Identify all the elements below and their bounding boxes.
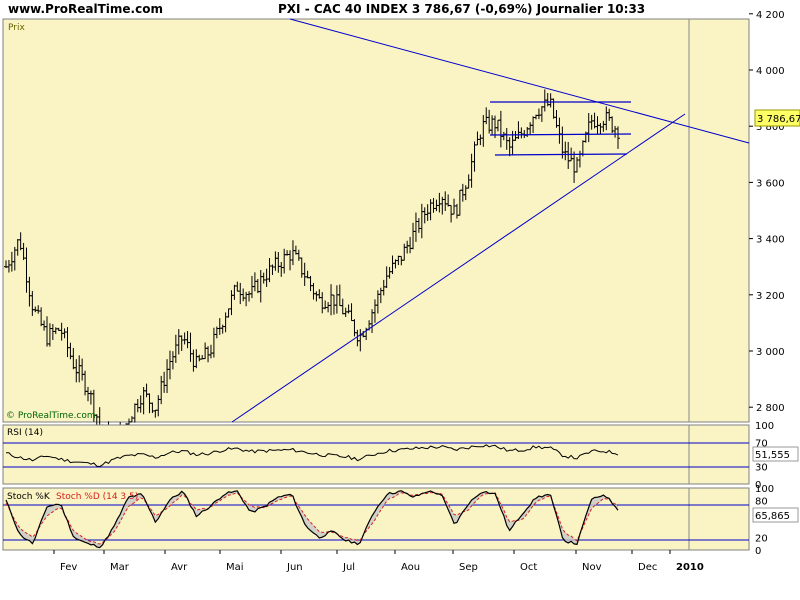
stoch-tick-label: 100 xyxy=(755,484,774,495)
stoch-d-line xyxy=(5,491,619,545)
x-tick-label: Dec xyxy=(638,562,657,573)
price-current-value: 3 786,67 xyxy=(757,114,800,125)
site-url[interactable]: www.ProRealTime.com xyxy=(8,2,163,16)
support-trendline[interactable] xyxy=(231,113,686,423)
rsi-value-box xyxy=(752,446,799,462)
copyright-label: © ProRealTime.com xyxy=(6,411,96,421)
instrument-title: PXI - CAC 40 INDEX 3 786,67 (-0,69%) Jou… xyxy=(278,2,646,16)
stoch-k-line xyxy=(5,490,619,549)
rsi-tick-label: 0 xyxy=(755,480,761,491)
x-tick-label: Fev xyxy=(60,562,77,573)
stoch-d-label: Stoch %D (14 3 5) xyxy=(56,492,138,502)
channel-line-bottom[interactable] xyxy=(494,153,628,156)
x-tick-label: Mar xyxy=(110,562,130,573)
rsi-line xyxy=(6,444,619,468)
price-bar xyxy=(616,126,620,149)
rsi-panel-label: RSI (14) xyxy=(7,428,43,438)
price-panel-label: Prix xyxy=(8,23,25,33)
rsi-panel: RSI (14) 100 70 30 0 51,555 xyxy=(2,421,799,491)
rsi-current-value: 51,555 xyxy=(755,450,790,461)
price-tick-label: 2 800 xyxy=(756,403,785,414)
price-tick-label: 3 200 xyxy=(756,291,785,302)
stoch-current-value: 65,865 xyxy=(755,511,790,522)
x-tick-label: Oct xyxy=(520,562,537,573)
price-panel: Prix © ProRealTime.com 2 800 3 000 3 200 3 … xyxy=(2,10,800,457)
stoch-tick-label: 80 xyxy=(755,496,768,507)
rsi-tick-label: 100 xyxy=(755,421,774,432)
x-axis: Fev Mar Avr Mai Jun Jul Aou Sep Oct Nov Dec 2010 xyxy=(53,550,704,573)
price-tick-label: 3 400 xyxy=(756,235,785,246)
stoch-value-box xyxy=(752,507,799,523)
x-tick-label: Sep xyxy=(459,562,478,573)
stoch-k-label: Stoch %K xyxy=(7,492,51,502)
price-tick-label: 3 800 xyxy=(756,122,785,133)
price-tick-label: 4 000 xyxy=(756,66,785,77)
price-tick-label: 3 000 xyxy=(756,347,785,358)
stoch-tick-label: 20 xyxy=(755,534,768,545)
price-panel-bg xyxy=(2,18,750,423)
x-tick-label: Aou xyxy=(401,562,420,573)
x-tick-label: Mai xyxy=(226,562,244,573)
rsi-y-axis: 100 70 30 0 xyxy=(755,421,774,491)
stoch-tick-label: 0 xyxy=(755,546,761,557)
x-tick-label: Nov xyxy=(582,562,602,573)
rsi-tick-label: 70 xyxy=(755,439,768,450)
x-tick-label: Jun xyxy=(286,562,303,573)
rsi-tick-label: 30 xyxy=(755,462,768,473)
price-tick-label: 4 200 xyxy=(756,10,785,21)
channel-line-middle[interactable] xyxy=(489,133,632,136)
price-y-axis: 2 800 3 000 3 200 3 400 3 600 3 800 4 000 4 200 xyxy=(749,10,785,414)
price-value-box xyxy=(754,109,800,127)
x-tick-label: Jul xyxy=(342,562,355,573)
price-tick-label: 3 600 xyxy=(756,178,785,189)
x-tick-label: 2010 xyxy=(676,562,704,573)
x-tick-label: Avr xyxy=(171,562,188,573)
